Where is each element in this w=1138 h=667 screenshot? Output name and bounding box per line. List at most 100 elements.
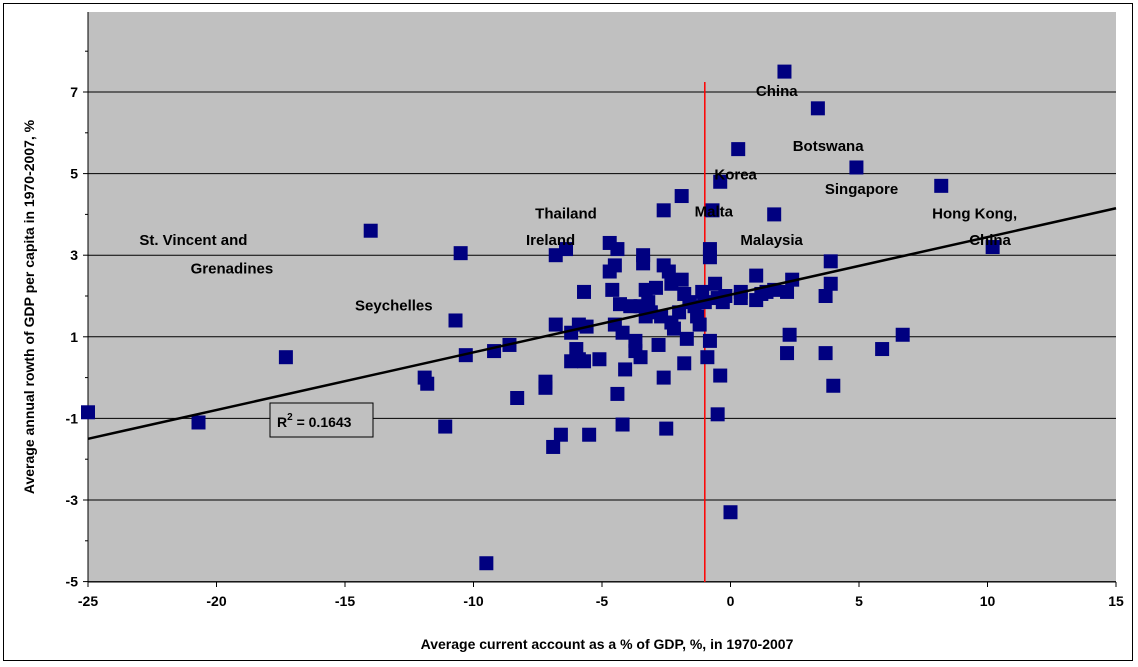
r-squared-text: R2 = 0.1643 [277, 412, 352, 430]
trendline [87, 207, 1117, 441]
x-tick-label: -10 [463, 593, 483, 609]
annotation-label: Botswana [793, 138, 865, 155]
data-point [648, 280, 663, 295]
x-tick-label: 15 [1108, 593, 1124, 609]
data-point [985, 240, 1000, 255]
data-point [607, 258, 622, 273]
y-tick-label: -3 [66, 492, 79, 508]
y-tick-label: 3 [70, 247, 78, 263]
y-tick-label: 1 [70, 329, 78, 345]
data-point [618, 362, 633, 377]
data-point [582, 427, 597, 442]
data-point [810, 101, 825, 116]
data-point [713, 174, 728, 189]
data-point [723, 505, 738, 520]
data-point [659, 421, 674, 436]
y-tick-labels: -5 -3 -1 1 3 5 7 [66, 84, 79, 590]
y-tick-label: 5 [70, 166, 78, 182]
annotation-label: Malaysia [740, 232, 803, 249]
annotation-label: Ireland [526, 232, 575, 249]
axes [87, 12, 1117, 587]
annotation-label: Seychelles [355, 297, 433, 314]
data-point [510, 391, 525, 405]
data-point [674, 189, 689, 204]
data-point [577, 354, 592, 369]
data-point [553, 427, 568, 442]
data-point [363, 223, 378, 238]
data-point [818, 289, 833, 303]
data-point [692, 317, 707, 332]
data-point [749, 268, 764, 283]
annotation-label: Grenadines [191, 261, 274, 278]
data-point [577, 284, 592, 299]
data-point [934, 178, 949, 193]
r-squared-label: R2 = 0.1643 [269, 402, 374, 438]
x-axis-title: Average current account as a % of GDP, %… [421, 636, 794, 652]
data-point [823, 276, 838, 291]
x-tick-label: 5 [855, 593, 863, 609]
annotation-label: St. Vincent and [139, 232, 247, 249]
data-point [548, 317, 563, 332]
data-point [448, 313, 463, 328]
data-point [849, 160, 864, 175]
data-point [708, 276, 723, 291]
data-point [875, 342, 890, 357]
data-point [615, 325, 630, 340]
y-tick-label: -5 [66, 574, 79, 590]
data-point [453, 246, 468, 261]
data-point [702, 333, 717, 348]
linear-trendline [87, 207, 1117, 441]
data-point [538, 380, 553, 395]
x-tick-label: -20 [206, 593, 226, 609]
annotation-label: Thailand [535, 205, 597, 222]
data-point [780, 284, 795, 299]
data-point [661, 264, 676, 279]
data-point [823, 254, 838, 269]
data-point [636, 256, 651, 271]
data-point [780, 346, 795, 361]
data-point [546, 439, 561, 454]
data-point [278, 350, 293, 365]
y-tick-label: -1 [66, 410, 79, 426]
data-point [705, 203, 720, 218]
data-point [610, 386, 625, 401]
annotation-label: Malta [695, 203, 734, 220]
x-tick-label: 10 [980, 593, 996, 609]
data-point [777, 64, 792, 79]
annotation-label: Hong Kong, [932, 205, 1017, 222]
data-point [438, 419, 453, 434]
data-point [656, 203, 671, 218]
data-point [656, 370, 671, 385]
x-tick-label: -15 [335, 593, 355, 609]
data-point [700, 350, 715, 365]
annotation-label: China [756, 83, 798, 100]
data-point [679, 331, 694, 346]
data-point [710, 407, 725, 422]
y-axis-title: Average annual rowth of GDP per capita i… [21, 119, 37, 494]
data-point [651, 337, 666, 352]
data-points [81, 64, 1000, 571]
y-tick-label: 7 [70, 84, 78, 100]
data-point [479, 556, 494, 571]
data-point [895, 327, 910, 342]
data-point [782, 327, 797, 342]
data-point [733, 291, 748, 306]
data-point [818, 346, 833, 361]
data-point [81, 405, 95, 420]
data-point [713, 368, 728, 383]
annotation-label: Korea [714, 167, 757, 184]
data-point [674, 272, 689, 287]
annotations: China Botswana Korea Singapore Thailand Malta… [139, 83, 1017, 314]
data-point [191, 415, 206, 430]
data-point [605, 282, 620, 297]
data-point [610, 242, 625, 257]
annotation-label: China [969, 232, 1011, 249]
data-point [615, 417, 630, 432]
annotation-label: Singapore [825, 181, 898, 198]
data-point [677, 356, 692, 371]
data-point [731, 142, 746, 157]
x-tick-label: -25 [78, 593, 98, 609]
data-point [633, 350, 648, 365]
data-point [420, 376, 435, 391]
